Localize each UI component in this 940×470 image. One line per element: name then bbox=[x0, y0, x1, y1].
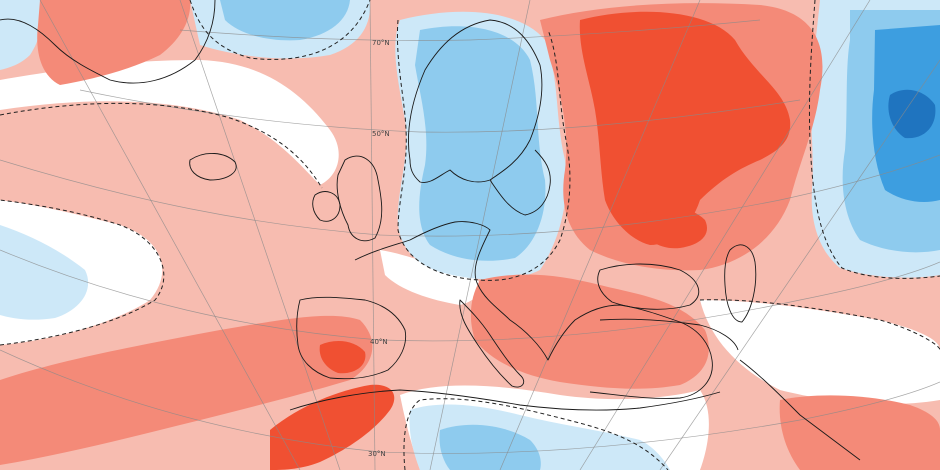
latitude-line-60n bbox=[79, 89, 801, 133]
latitude-line-50n bbox=[0, 154, 940, 237]
coast-north-africa bbox=[289, 389, 721, 411]
coast-scandinavia bbox=[407, 19, 543, 183]
warm-anomaly-balkans bbox=[470, 274, 709, 389]
meridian-7 bbox=[659, 59, 940, 470]
cool-anomaly-siberia-deep bbox=[888, 89, 936, 139]
latitude-line-70n bbox=[179, 19, 761, 41]
meridian-5 bbox=[499, 0, 701, 470]
contour-east bbox=[699, 299, 940, 351]
coast-italy bbox=[459, 299, 525, 388]
cool-anomaly-greenland-west bbox=[0, 0, 42, 70]
meridian-6 bbox=[579, 0, 871, 470]
cool-anomaly-atlantic-west bbox=[0, 225, 89, 320]
lat-label-30n: 30°N bbox=[368, 450, 386, 458]
contour-siberia bbox=[808, 0, 940, 279]
cool-anomaly-scandinavia-core bbox=[415, 26, 546, 261]
coast-greenland bbox=[0, 0, 216, 84]
warm-anomaly-iberia-core bbox=[319, 340, 366, 374]
neutral-zone-alps bbox=[380, 250, 481, 305]
warm-anomaly-morocco bbox=[270, 384, 395, 470]
contour-north-africa bbox=[403, 398, 669, 470]
meridian-1 bbox=[39, 0, 301, 470]
warm-anomaly-caspian bbox=[640, 208, 708, 249]
coast-iberia bbox=[296, 296, 407, 380]
coastlines bbox=[0, 0, 861, 461]
latitude-line-30n bbox=[0, 349, 940, 454]
cool-anomaly-greenland-north-core bbox=[220, 0, 350, 41]
coast-ireland bbox=[312, 191, 341, 222]
cool-anomaly-north-africa-core bbox=[439, 424, 541, 470]
lat-label-70n: 70°N bbox=[372, 39, 390, 47]
latitude-line-40n bbox=[0, 249, 940, 342]
meridian-4 bbox=[429, 0, 531, 470]
contour-north-atlantic bbox=[0, 102, 323, 189]
coast-caspian bbox=[724, 244, 757, 323]
neutral-zone-east bbox=[700, 300, 940, 405]
coast-baltic bbox=[489, 149, 551, 216]
warm-anomaly-iberia bbox=[0, 315, 373, 465]
coast-arabia bbox=[739, 359, 861, 461]
coast-europe-mainland bbox=[354, 221, 713, 399]
coast-black-sea bbox=[597, 263, 700, 310]
warm-anomaly-russia-core bbox=[579, 11, 791, 245]
warm-anomaly-middle-east bbox=[779, 395, 940, 470]
meridian-2 bbox=[179, 0, 341, 470]
lat-label-50n: 50°N bbox=[372, 130, 390, 138]
coast-iceland bbox=[189, 153, 237, 181]
lat-label-40n: 40°N bbox=[370, 338, 388, 346]
coast-turkey bbox=[599, 318, 739, 351]
contour-greenland bbox=[189, 0, 371, 60]
